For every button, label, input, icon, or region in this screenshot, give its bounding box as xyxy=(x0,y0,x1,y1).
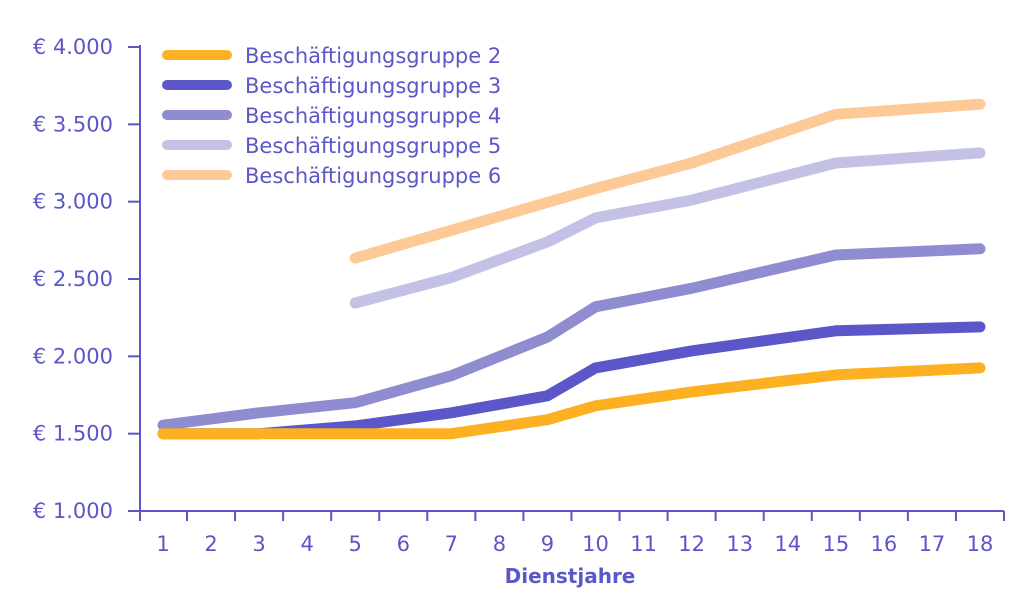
legend-label: Beschäftigungsgruppe 6 xyxy=(245,164,501,188)
y-tick-label: € 1.500 xyxy=(33,422,113,446)
series-line-5 xyxy=(349,147,986,309)
x-tick-label: 15 xyxy=(822,532,849,556)
legend-label: Beschäftigungsgruppe 3 xyxy=(245,74,501,98)
x-tick-label: 6 xyxy=(397,532,410,556)
x-tick-label: 4 xyxy=(300,532,313,556)
x-tick-label: 2 xyxy=(204,532,217,556)
x-axis-title: Dienstjahre xyxy=(505,564,636,588)
x-tick-label: 5 xyxy=(349,532,362,556)
y-tick-label: € 2.000 xyxy=(33,344,113,368)
x-tick-label: 14 xyxy=(774,532,801,556)
legend-label: Beschäftigungsgruppe 4 xyxy=(245,104,501,128)
legend-label: Beschäftigungsgruppe 5 xyxy=(245,134,501,158)
x-tick-label: 8 xyxy=(493,532,506,556)
y-tick-label: € 1.000 xyxy=(33,499,113,523)
series-line-2 xyxy=(157,362,986,440)
x-tick-label: 13 xyxy=(726,532,753,556)
y-tick-label: € 2.500 xyxy=(33,267,113,291)
x-tick-label: 11 xyxy=(630,532,657,556)
x-tick-label: 16 xyxy=(871,532,898,556)
x-tick-label: 3 xyxy=(252,532,265,556)
x-tick-label: 1 xyxy=(156,532,169,556)
y-axis: € 1.000 € 1.500 € 2.000 € 2.500 € 3.000 € 3.5… xyxy=(33,35,141,523)
y-tick-label: € 3.000 xyxy=(33,190,113,214)
x-tick-label: 10 xyxy=(582,532,609,556)
series-line-6 xyxy=(349,98,986,264)
series-lines xyxy=(157,98,986,440)
x-tick-label: 18 xyxy=(967,532,994,556)
y-tick-label: € 4.000 xyxy=(33,35,113,59)
x-axis: 1 2 3 4 5 6 7 8 9 10 11 12 13 14 15 16 17 18 xyxy=(139,510,1005,556)
legend: Beschäftigungsgruppe 2 Beschäftigungsgrup… xyxy=(162,44,501,188)
x-tick-label: 9 xyxy=(541,532,554,556)
x-tick-label: 17 xyxy=(919,532,946,556)
x-tick-label: 7 xyxy=(445,532,458,556)
series-line-4 xyxy=(157,243,986,431)
x-tick-label: 12 xyxy=(678,532,705,556)
y-tick-label: € 3.500 xyxy=(33,112,113,136)
legend-label: Beschäftigungsgruppe 2 xyxy=(245,44,501,68)
